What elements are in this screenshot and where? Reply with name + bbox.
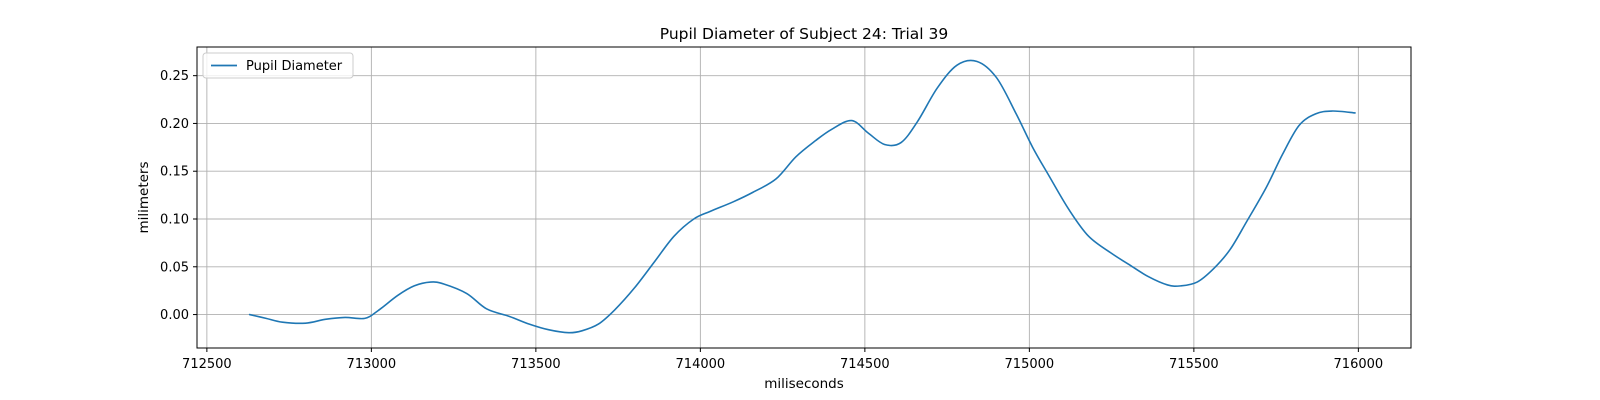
series-line-pupil-diameter (248, 59, 1356, 334)
grid (197, 47, 1411, 348)
x-tick-label: 714000 (676, 357, 726, 372)
y-tick-label: 0.00 (160, 308, 189, 323)
ticks: 712500 713000 713500 714000 714500 715000 7155… (160, 69, 1383, 372)
x-tick-label: 715500 (1169, 357, 1219, 372)
y-axis-label: milimeters (136, 161, 152, 233)
y-tick-label: 0.05 (160, 260, 189, 275)
y-tick-label: 0.15 (160, 165, 189, 180)
y-tick-label: 0.20 (160, 117, 189, 132)
x-tick-label: 713000 (347, 357, 397, 372)
x-tick-label: 714500 (840, 357, 890, 372)
y-tick-label: 0.25 (160, 69, 189, 84)
x-tick-label: 713500 (511, 357, 561, 372)
x-tick-label: 712500 (182, 357, 232, 372)
chart-title: Pupil Diameter of Subject 24: Trial 39 (660, 25, 949, 43)
legend: Pupil Diameter (202, 52, 354, 79)
x-axis-label: miliseconds (764, 376, 844, 392)
x-tick-label: 716000 (1334, 357, 1384, 372)
x-tick-label: 715000 (1005, 357, 1055, 372)
series-layer (248, 59, 1356, 334)
y-tick-label: 0.10 (160, 213, 189, 228)
legend-label: Pupil Diameter (246, 59, 343, 74)
legend-box (202, 52, 354, 79)
plot-frame (196, 46, 1412, 349)
